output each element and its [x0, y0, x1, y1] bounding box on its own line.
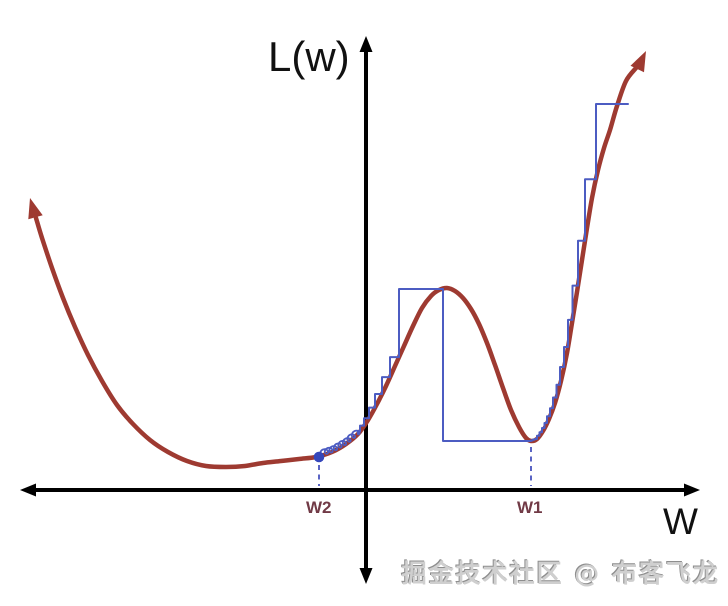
y-axis-top-arrow: [359, 36, 373, 52]
y-axis-label: L(w): [268, 33, 350, 80]
y-axis-bottom-arrow: [359, 568, 373, 584]
watermark: 掘金技术社区 @ 布客飞龙: [401, 559, 720, 588]
axes-layer: [20, 36, 700, 584]
loss-curve-right-arrow: [630, 51, 646, 73]
loss-curve-path: [33, 65, 639, 470]
convergence-oscillation-path: [319, 429, 361, 457]
guide-lines-layer: [318, 447, 532, 486]
x-axis-label: W: [663, 501, 698, 542]
convergence-point-dot: [313, 451, 325, 463]
x-axis-left-arrow: [20, 483, 36, 497]
descent-steps-path: [357, 103, 629, 442]
loss-curve-left-arrow: [28, 198, 43, 220]
w1-annotation-label: W1: [517, 498, 543, 517]
descent-path-layer: [313, 103, 629, 463]
x-axis-right-arrow: [684, 483, 700, 497]
w2-annotation-label: W2: [306, 498, 332, 517]
